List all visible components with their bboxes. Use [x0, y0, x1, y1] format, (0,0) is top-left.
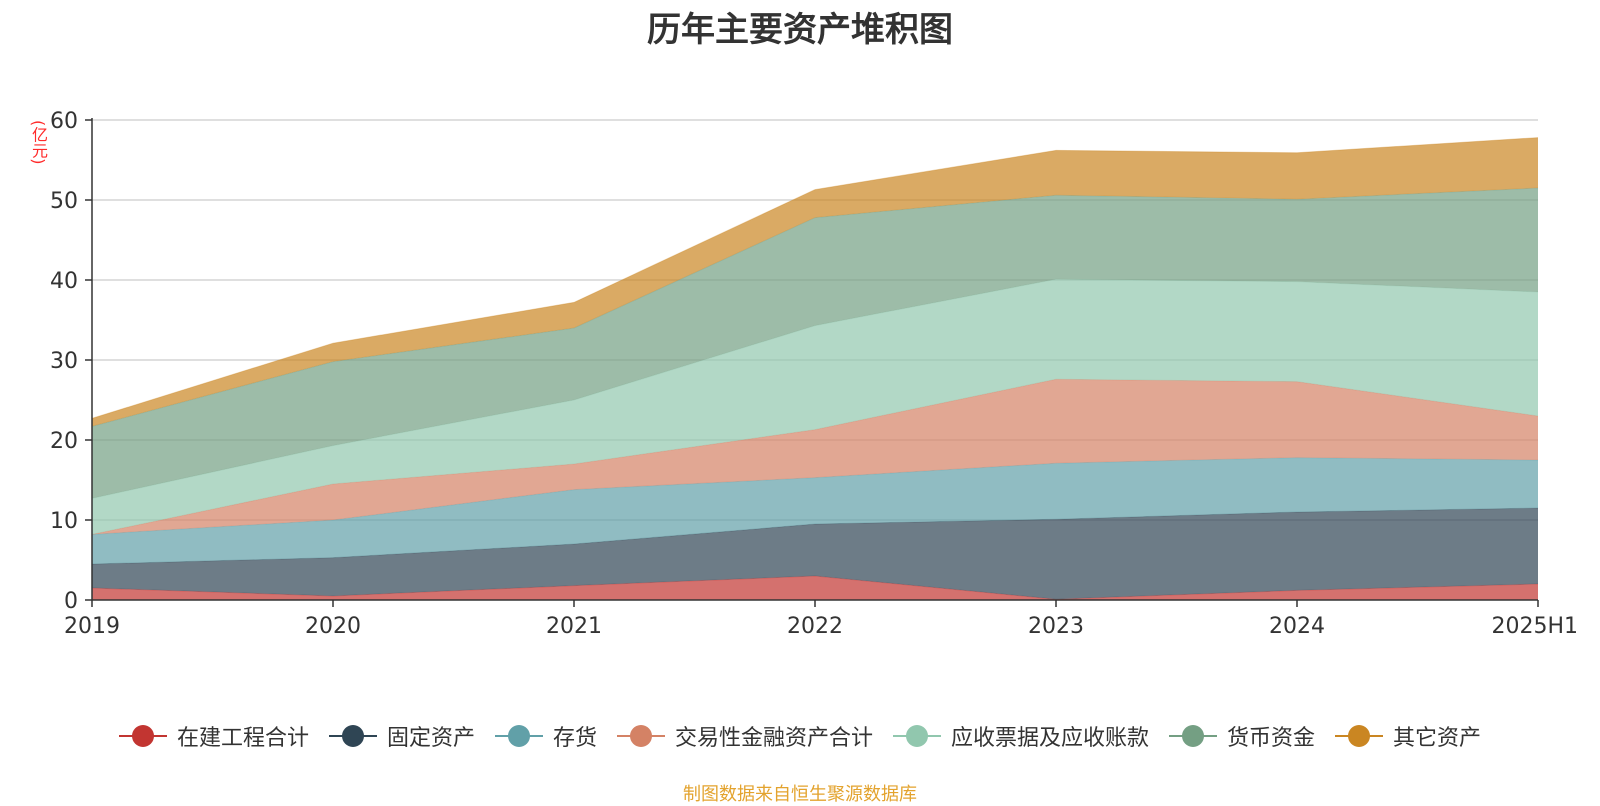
y-tick-label-0: 0	[64, 589, 78, 614]
legend-label: 在建工程合计	[176, 726, 309, 751]
legend-item-5[interactable]: 货币资金	[1169, 720, 1315, 752]
legend-label: 应收票据及应收账款	[951, 726, 1150, 751]
legend-label: 货币资金	[1227, 726, 1316, 751]
area-series-4	[92, 279, 1538, 535]
x-tick-label-6: 2025H1	[1491, 614, 1578, 639]
area-series-0	[92, 576, 1538, 600]
legend-label: 其它资产	[1393, 726, 1482, 751]
y-tick-label-50: 50	[50, 189, 78, 214]
legend-item-3[interactable]: 交易性金融资产合计	[616, 720, 873, 752]
legend-dot-icon	[131, 725, 154, 747]
legend-item-1[interactable]: 固定资产	[328, 720, 475, 752]
area-series-1	[92, 508, 1538, 600]
legend-label: 存货	[552, 726, 597, 751]
legend-dot-icon	[507, 725, 530, 747]
legend-swatch-icon	[616, 724, 665, 748]
legend-item-0[interactable]: 在建工程合计	[118, 720, 309, 752]
x-tick-label-3: 2022	[787, 614, 843, 639]
legend-label: 固定资产	[386, 726, 475, 751]
legend-item-6[interactable]: 其它资产	[1335, 720, 1481, 752]
area-edge-series-6	[91, 137, 1539, 419]
area-series-2	[92, 457, 1538, 564]
legend-swatch-icon	[118, 724, 167, 748]
legend-dot-icon	[906, 725, 928, 747]
x-tick-label-0: 2019	[64, 614, 120, 639]
x-tick-label-2: 2021	[546, 614, 602, 639]
area-series-6	[92, 137, 1538, 427]
legend-label: 交易性金融资产合计	[674, 726, 873, 751]
legend-item-4[interactable]: 应收票据及应收账款	[893, 720, 1149, 752]
legend-dot-icon	[341, 725, 364, 747]
area-series-3	[92, 379, 1538, 535]
y-tick-label-20: 20	[50, 429, 78, 454]
x-tick-label-1: 2020	[305, 614, 361, 639]
legend-swatch-icon	[494, 724, 543, 748]
legend-swatch-icon	[328, 724, 377, 748]
y-tick-label-60: 60	[50, 109, 78, 134]
y-tick-label-30: 30	[50, 349, 78, 374]
x-tick-label-4: 2023	[1028, 614, 1084, 639]
legend-item-2[interactable]: 存货	[494, 720, 597, 752]
area-series-5	[92, 188, 1538, 499]
legend: 在建工程合计 固定资产 存货 交易性金融资产合计 应收票据及应收账款 货币资金 其它资产	[0, 720, 1600, 752]
legend-dot-icon	[1348, 725, 1371, 747]
legend-dot-icon	[629, 725, 652, 747]
area-layer	[91, 137, 1539, 600]
legend-swatch-icon	[893, 724, 941, 748]
legend-swatch-icon	[1169, 724, 1218, 748]
axis-layer: 0 10 20 30 40 50 60 2019 2020 2021 2022 2023 2024 202…	[50, 109, 1578, 639]
y-tick-label-40: 40	[50, 269, 78, 294]
x-tick-label-5: 2024	[1269, 614, 1325, 639]
legend-dot-icon	[1182, 725, 1205, 747]
legend-swatch-icon	[1335, 724, 1384, 748]
y-tick-label-10: 10	[50, 509, 78, 534]
source-note: 制图数据来自恒生聚源数据库	[683, 784, 917, 805]
y-unit-label: (亿元)	[29, 120, 48, 165]
chart-title: 历年主要资产堆积图	[647, 10, 953, 50]
